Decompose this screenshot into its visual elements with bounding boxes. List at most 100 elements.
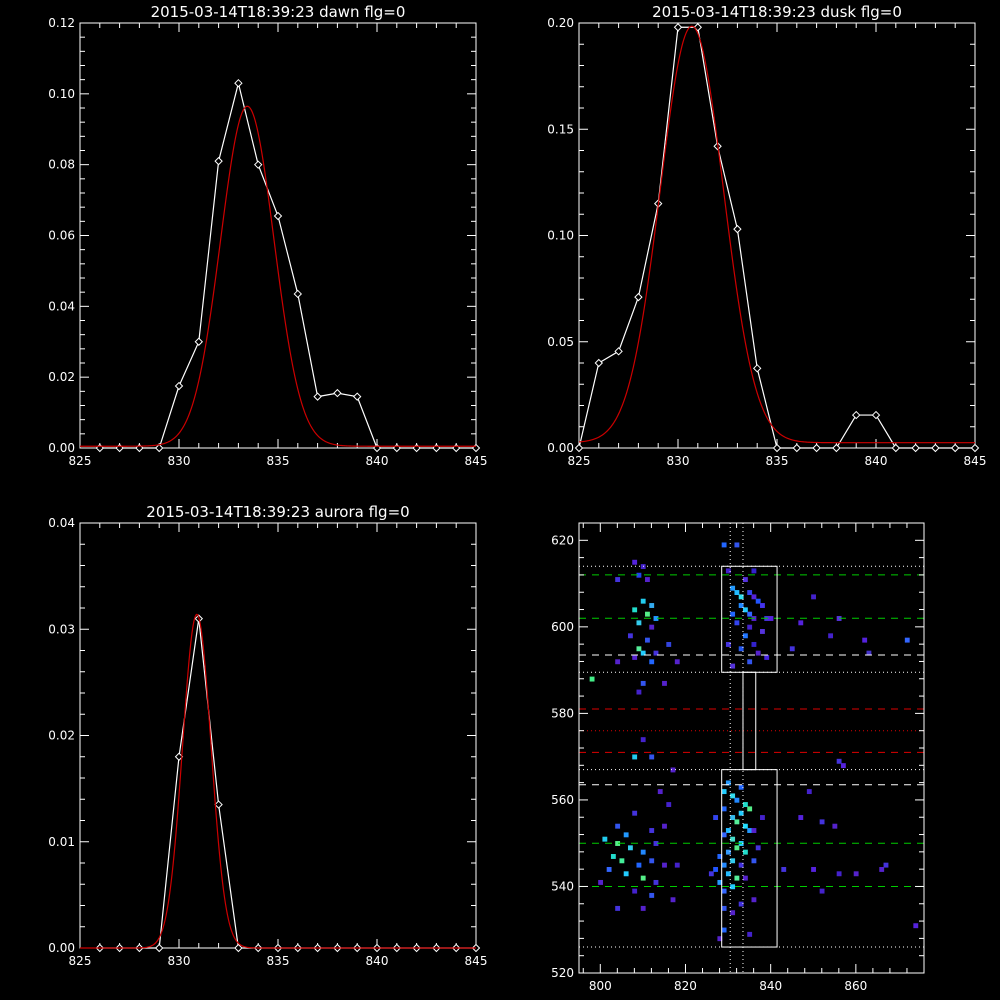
aurora-data-point (154, 943, 164, 953)
pixel-map-cell (730, 585, 736, 591)
dawn-ytick-label: 0.08 (48, 158, 75, 172)
dusk-panel-title: 2015-03-14T18:39:23 dusk flg=0 (652, 3, 902, 21)
dusk-data-point (614, 347, 623, 356)
aurora-ytick-label: 0.03 (48, 622, 75, 636)
dusk-spectrum-panel: 2015-03-14T18:39:23 dusk flg=0 825 830 835… (547, 3, 986, 468)
pixel-map-cell (836, 758, 842, 764)
pixel-map-cell (730, 663, 736, 669)
pixel-map-ytick-label: 620 (551, 533, 574, 547)
pixel-map-cell (721, 789, 727, 795)
pixel-map-cell (734, 590, 740, 595)
dawn-data-point (115, 443, 124, 453)
pixel-map-cell (806, 789, 812, 795)
pixel-map-cell (747, 611, 753, 617)
pixel-map-cell (717, 854, 723, 859)
dawn-data-point (194, 337, 204, 346)
dawn-xtick-label: 840 (366, 454, 389, 468)
pixel-map-cell (623, 871, 629, 877)
aurora-plot-frame (79, 522, 477, 949)
pixel-map-ytick-label: 600 (551, 620, 574, 634)
dawn-xtick-label: 835 (267, 454, 290, 468)
pixel-map-cell (649, 754, 655, 760)
pixel-map-cell (747, 828, 753, 833)
dusk-xtick-label: 835 (766, 454, 789, 468)
pixel-map-cell (828, 633, 834, 639)
pixel-map-cell (636, 646, 642, 652)
pixel-map-cell (811, 594, 816, 600)
pixel-map-cell (811, 866, 816, 872)
pixel-map-xtick-label: 800 (589, 979, 612, 993)
pixel-map-cell (751, 641, 757, 647)
pixel-map-xtick-label: 860 (844, 979, 867, 993)
aurora-xtick-label: 830 (168, 954, 191, 968)
pixel-map-cell (670, 767, 676, 773)
pixel-map-cell (764, 654, 770, 660)
pixel-map-cell (636, 620, 642, 626)
aurora-xtick-label: 835 (267, 954, 290, 968)
dusk-data-point (950, 443, 960, 453)
pixel-map-cell (721, 905, 727, 911)
dawn-ytick-label: 0.04 (48, 299, 75, 313)
pixel-map-cell (657, 789, 663, 795)
pixel-map-ytick-label: 520 (551, 966, 574, 980)
dusk-data-point (911, 443, 920, 453)
dusk-data-point (891, 443, 901, 453)
pixel-map-cell (725, 780, 731, 786)
pixel-map-cell (798, 620, 804, 626)
dusk-ytick-label: 0.20 (547, 16, 574, 30)
dusk-ytick-label: 0.10 (547, 229, 574, 243)
dusk-data-point (970, 443, 980, 453)
dusk-fit-line (578, 25, 975, 444)
dawn-xtick-label: 830 (168, 454, 191, 468)
pixel-map-cell (734, 875, 740, 881)
pixel-map-cell (730, 836, 736, 842)
aurora-data-point (214, 800, 223, 809)
dawn-ytick-label: 0.12 (48, 16, 75, 30)
dusk-xtick-label: 830 (667, 454, 690, 468)
pixel-map-cell (747, 624, 753, 630)
dawn-ytick-label: 0.10 (48, 87, 75, 101)
pixel-map-cell (645, 577, 650, 583)
pixel-map-cell (713, 815, 719, 820)
dusk-ytick-label: 0.05 (547, 335, 574, 349)
dawn-data-point (392, 443, 402, 453)
pixel-map-cell (721, 806, 727, 812)
aurora-xtick-label: 840 (366, 954, 389, 968)
pixel-map-cell (734, 620, 740, 626)
pixel-map-cell (819, 819, 825, 825)
aurora-xtick-label: 825 (69, 954, 92, 968)
pixel-map-cell (649, 624, 655, 630)
pixel-map-cell (840, 763, 846, 769)
pixel-map-cell (636, 862, 642, 868)
pixel-map-ytick-label: 580 (551, 706, 574, 720)
pixel-map-cell (666, 802, 672, 808)
pixel-map-cell (615, 823, 621, 829)
pixel-map-cell (883, 862, 889, 868)
pixel-map-cell (738, 594, 744, 600)
pixel-map-cell (853, 871, 859, 877)
pixel-map-cell (640, 875, 646, 881)
dusk-data-point (832, 443, 841, 453)
pixel-map-cell (653, 616, 659, 621)
pixel-map-region-box (721, 769, 778, 948)
pixel-map-panel: 800 820 840 860 520 540 560 580 600 620 (551, 522, 925, 993)
pixel-map-cell (640, 905, 646, 911)
pixel-map-cell (632, 654, 638, 660)
pixel-map-cell (674, 862, 680, 868)
aurora-panel-title: 2015-03-14T18:39:23 aurora flg=0 (146, 503, 409, 521)
dawn-fit-line (80, 105, 476, 447)
pixel-map-cell (751, 897, 757, 903)
pixel-map-cell (760, 629, 765, 634)
pixel-map-cell (751, 568, 757, 574)
pixel-map-cell (879, 866, 885, 872)
dusk-ytick-label: 0.00 (547, 441, 574, 455)
pixel-map-cell (636, 572, 642, 578)
pixel-map-cell (742, 633, 748, 639)
dawn-data-point (313, 392, 322, 401)
dusk-xtick-label: 845 (964, 454, 987, 468)
pixel-map-cell (738, 646, 744, 652)
pixel-map-cell (742, 607, 748, 613)
dusk-data-point (772, 443, 782, 453)
pixel-map-cell (662, 862, 667, 868)
pixel-map-cell (760, 603, 765, 608)
